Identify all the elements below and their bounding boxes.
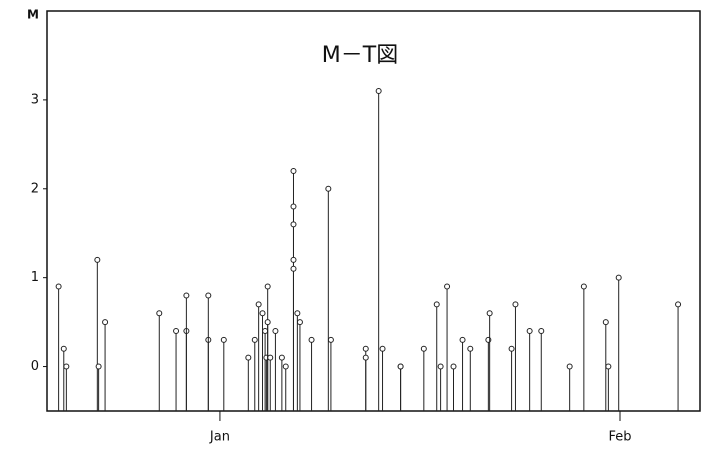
point — [375, 88, 382, 94]
point — [362, 354, 369, 361]
point — [290, 256, 297, 263]
point — [444, 283, 451, 290]
point — [580, 283, 587, 290]
point — [264, 283, 271, 290]
point — [173, 328, 180, 334]
point — [325, 185, 332, 192]
point — [183, 292, 190, 299]
plot-frame — [46, 10, 701, 412]
point — [327, 336, 334, 343]
point — [615, 274, 622, 281]
y-tick-label: 2 — [31, 181, 39, 196]
point — [467, 345, 474, 352]
point — [63, 363, 70, 370]
point — [397, 363, 404, 370]
point — [508, 345, 515, 352]
point — [296, 319, 303, 326]
point — [433, 301, 440, 308]
point — [278, 354, 285, 361]
point — [272, 328, 279, 334]
point — [420, 345, 427, 352]
point — [308, 336, 315, 343]
point — [605, 363, 612, 370]
point — [205, 292, 212, 299]
point — [675, 301, 682, 308]
point — [566, 363, 573, 370]
point — [602, 319, 609, 326]
y-tick-label: 1 — [31, 270, 39, 285]
point — [267, 354, 274, 361]
point — [95, 363, 102, 370]
point — [220, 336, 227, 343]
point — [290, 265, 297, 272]
point — [60, 345, 67, 352]
x-tick-label: Feb — [608, 430, 631, 445]
point — [290, 221, 297, 228]
point — [450, 363, 457, 370]
point — [264, 319, 271, 326]
point — [94, 256, 101, 263]
point — [102, 319, 109, 326]
point — [437, 363, 444, 370]
point — [55, 283, 62, 290]
point — [486, 310, 493, 317]
y-tick-label: 0 — [31, 359, 39, 374]
point — [245, 354, 252, 361]
point — [526, 328, 533, 334]
point — [282, 363, 289, 370]
point — [255, 301, 262, 308]
point — [259, 310, 266, 317]
point — [362, 345, 369, 352]
point — [512, 301, 519, 308]
point — [379, 345, 386, 352]
point — [294, 310, 301, 317]
point — [262, 328, 269, 334]
point — [156, 310, 163, 317]
point — [290, 168, 297, 174]
x-tick-label: Jan — [209, 430, 230, 445]
chart-title: M－T図 — [322, 43, 398, 68]
point — [290, 203, 297, 210]
point — [459, 336, 466, 343]
y-tick-label: 3 — [31, 92, 39, 107]
y-axis-label: M — [27, 8, 39, 22]
point — [251, 336, 258, 343]
point — [538, 328, 545, 334]
